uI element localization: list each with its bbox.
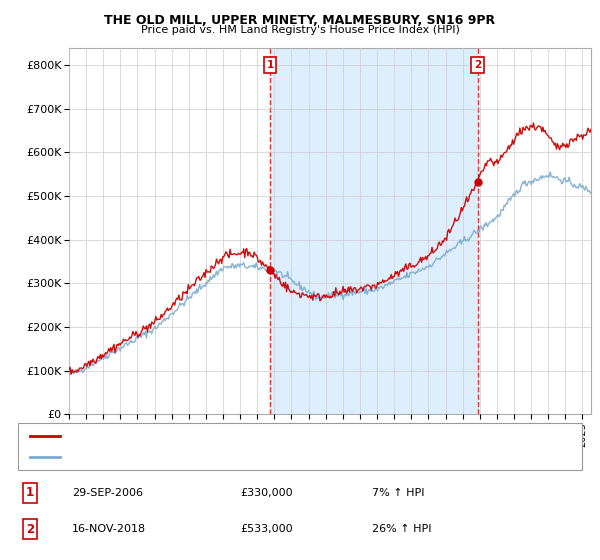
Text: THE OLD MILL, UPPER MINETY, MALMESBURY, SN16 9PR (detached house): THE OLD MILL, UPPER MINETY, MALMESBURY, … [69, 431, 439, 441]
Text: £330,000: £330,000 [240, 488, 293, 498]
Text: 26% ↑ HPI: 26% ↑ HPI [372, 524, 431, 534]
Text: 7% ↑ HPI: 7% ↑ HPI [372, 488, 425, 498]
Bar [270, 48, 478, 414]
Text: 29-SEP-2006: 29-SEP-2006 [72, 488, 143, 498]
Text: £533,000: £533,000 [240, 524, 293, 534]
Text: 2: 2 [26, 522, 34, 536]
Text: 1: 1 [266, 60, 274, 70]
Text: 1: 1 [26, 486, 34, 500]
Text: THE OLD MILL, UPPER MINETY, MALMESBURY, SN16 9PR: THE OLD MILL, UPPER MINETY, MALMESBURY, … [104, 14, 496, 27]
Text: Price paid vs. HM Land Registry's House Price Index (HPI): Price paid vs. HM Land Registry's House … [140, 25, 460, 35]
Text: 16-NOV-2018: 16-NOV-2018 [72, 524, 146, 534]
Text: HPI: Average price, detached house, Wiltshire: HPI: Average price, detached house, Wilt… [69, 452, 297, 462]
Text: 2: 2 [474, 60, 481, 70]
